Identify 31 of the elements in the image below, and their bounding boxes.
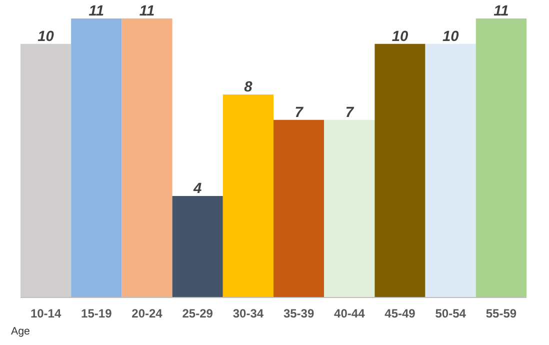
data-label: 11: [494, 3, 509, 20]
bar: [476, 18, 526, 298]
x-tick-label: 25-29: [182, 306, 214, 320]
bar: [274, 120, 324, 298]
bar: [122, 18, 172, 298]
data-label: 8: [244, 80, 254, 96]
data-label: 11: [88, 3, 104, 20]
data-label: 7: [345, 104, 354, 121]
bar: [172, 196, 223, 298]
x-tick-label: 40-44: [334, 306, 366, 320]
x-tick-label: 55-59: [486, 306, 517, 320]
bar: [222, 94, 274, 298]
bar: [425, 44, 476, 298]
data-label: 7: [294, 104, 304, 121]
x-tick-label: 10-14: [30, 306, 62, 320]
x-tick-label: 45-49: [384, 306, 416, 320]
x-tick-label: 30-34: [232, 306, 264, 320]
data-label: 4: [192, 181, 202, 198]
data-label: 10: [38, 28, 55, 45]
x-tick-label: 20-24: [132, 306, 163, 320]
bar: [324, 120, 375, 298]
bar: [71, 18, 122, 298]
data-label: 10: [442, 28, 460, 45]
data-label: 10: [392, 28, 409, 45]
bar: [20, 44, 72, 298]
bar: [374, 44, 426, 298]
data-label: 11: [139, 3, 155, 20]
x-tick-label: 35-39: [283, 306, 314, 320]
x-axis-title: Age: [11, 326, 30, 338]
x-tick-label: 15-19: [81, 306, 112, 320]
x-tick-label: 50-54: [435, 306, 466, 320]
